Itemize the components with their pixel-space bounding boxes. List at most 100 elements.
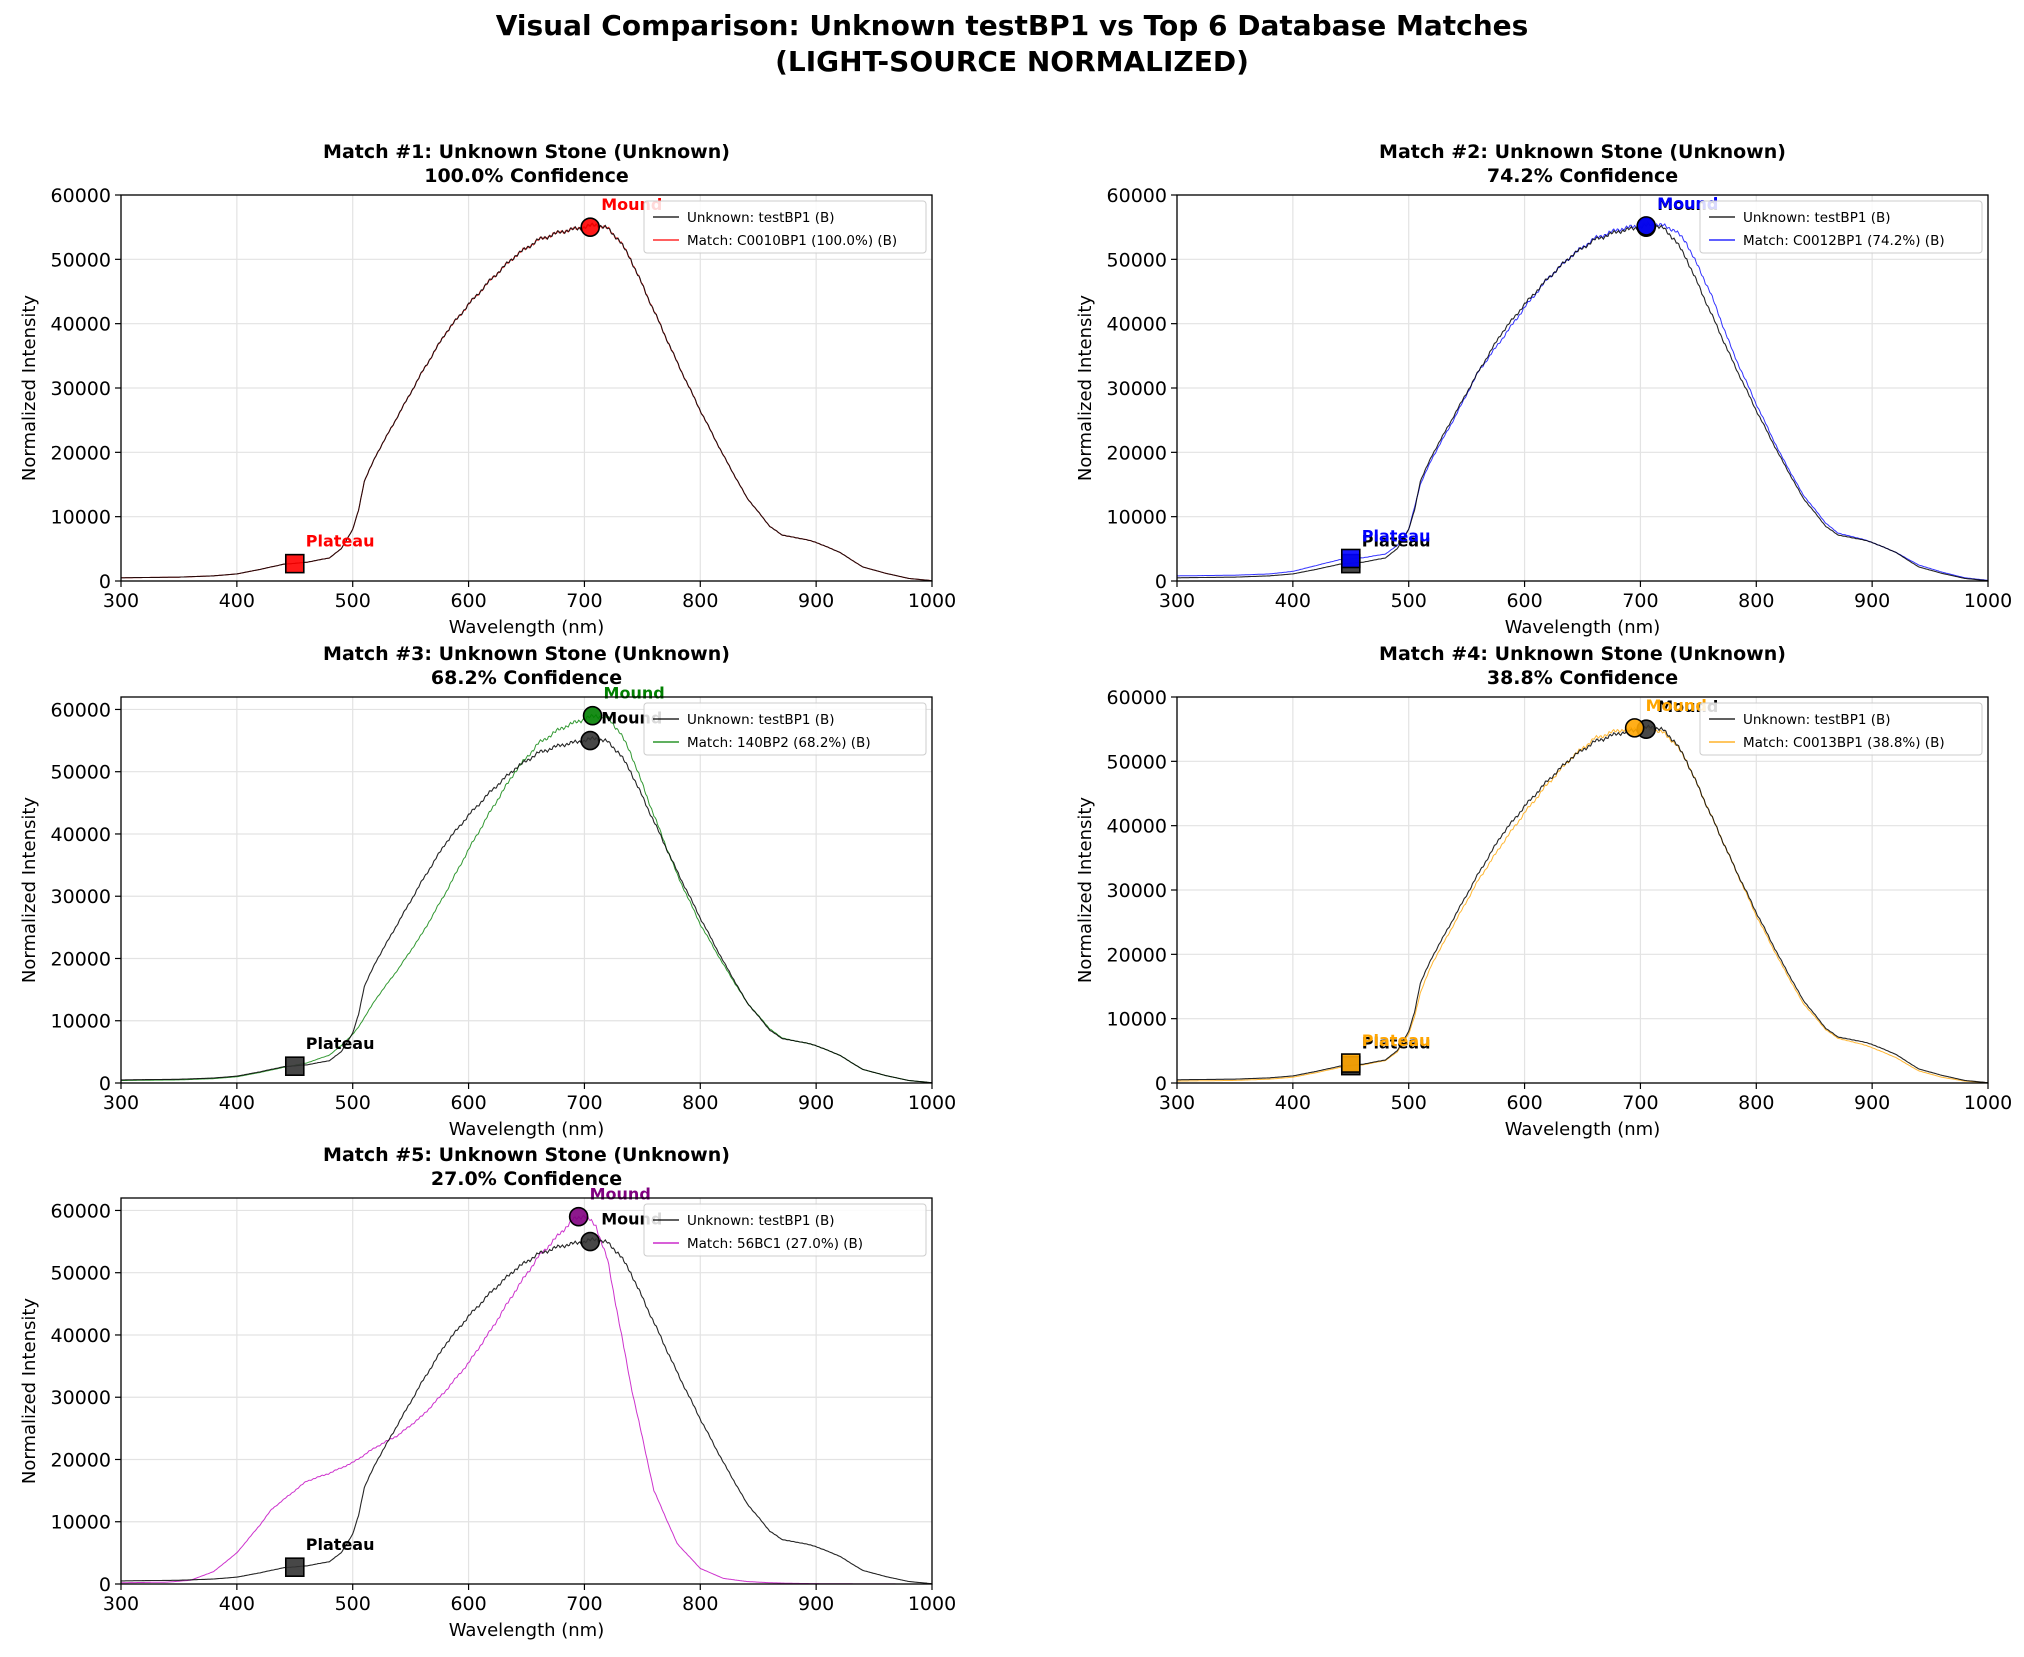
y-tick-label: 60000 xyxy=(1107,185,1167,207)
figure-title-line2: (LIGHT-SOURCE NORMALIZED) xyxy=(775,45,1249,78)
y-tick-label: 0 xyxy=(1155,1073,1167,1095)
series-line-unknown xyxy=(1177,222,1989,582)
x-tick-label: 1000 xyxy=(908,1593,956,1615)
legend-entry: Unknown: testBP1 (B) xyxy=(1743,210,1891,226)
y-tick-label: 40000 xyxy=(51,1325,111,1347)
x-tick-label: 1000 xyxy=(1964,590,2012,612)
x-tick-label: 300 xyxy=(1159,590,1195,612)
subplot-subtitle: 27.0% Confidence xyxy=(431,1168,622,1190)
x-tick-label: 800 xyxy=(682,590,718,612)
x-tick-label: 600 xyxy=(1506,590,1542,612)
x-tick-label: 600 xyxy=(450,1593,486,1615)
y-tick-label: 30000 xyxy=(51,886,111,908)
x-tick-label: 500 xyxy=(1391,590,1427,612)
legend-entry: Unknown: testBP1 (B) xyxy=(1743,712,1891,728)
series-line-match xyxy=(1177,725,1989,1084)
subplot-title: Match #4: Unknown Stone (Unknown) xyxy=(1379,643,1786,665)
marker-label: Mound xyxy=(1646,696,1707,715)
y-tick-label: 10000 xyxy=(51,1011,111,1033)
x-tick-label: 500 xyxy=(335,1593,371,1615)
series-line-unknown xyxy=(1177,724,1989,1084)
subplot-subtitle: 74.2% Confidence xyxy=(1487,165,1678,187)
y-tick-label: 50000 xyxy=(51,762,111,784)
x-tick-label: 700 xyxy=(566,1092,602,1114)
y-tick-label: 60000 xyxy=(51,185,111,207)
axes-frame xyxy=(120,1197,933,1585)
x-tick-label: 500 xyxy=(335,590,371,612)
y-tick-label: 60000 xyxy=(51,1200,111,1222)
series-line-unknown xyxy=(121,735,933,1084)
marker-label: Plateau xyxy=(1362,1031,1431,1050)
legend-entry: Unknown: testBP1 (B) xyxy=(687,712,835,728)
y-tick-label: 40000 xyxy=(51,824,111,846)
legend-box xyxy=(643,200,927,254)
y-tick-label: 30000 xyxy=(1107,880,1167,902)
y-axis-label: Normalized Intensity xyxy=(1075,797,1096,983)
legend-entry: Unknown: testBP1 (B) xyxy=(687,1213,835,1229)
mound-marker xyxy=(582,705,603,726)
x-tick-label: 1000 xyxy=(1964,1092,2012,1114)
x-tick-label: 900 xyxy=(1854,1092,1890,1114)
mound-marker xyxy=(1636,216,1657,236)
plateau-marker xyxy=(284,1056,305,1076)
y-tick-label: 50000 xyxy=(51,1263,111,1285)
y-tick-label: 0 xyxy=(99,571,111,593)
y-axis-label: Normalized Intensity xyxy=(19,1298,40,1484)
legend-box xyxy=(643,702,927,756)
y-tick-label: 60000 xyxy=(51,699,111,721)
x-tick-label: 300 xyxy=(103,1092,139,1114)
x-tick-label: 400 xyxy=(219,1593,255,1615)
x-tick-label: 500 xyxy=(335,1092,371,1114)
subplot-title: Match #1: Unknown Stone (Unknown) xyxy=(323,141,730,163)
y-tick-label: 50000 xyxy=(1107,751,1167,773)
plateau-marker xyxy=(1340,1053,1361,1073)
y-tick-label: 20000 xyxy=(51,948,111,970)
x-axis-label: Wavelength (nm) xyxy=(1505,1119,1661,1140)
y-tick-label: 40000 xyxy=(51,314,111,336)
figure-title-line1: Visual Comparison: Unknown testBP1 vs To… xyxy=(495,9,1529,42)
series-line-unknown xyxy=(121,222,933,582)
y-tick-label: 20000 xyxy=(51,1449,111,1471)
x-tick-label: 1000 xyxy=(908,590,956,612)
legend-entry: Match: 140BP2 (68.2%) (B) xyxy=(687,735,871,751)
y-tick-label: 40000 xyxy=(1107,816,1167,838)
legend-entry: Match: C0012BP1 (74.2%) (B) xyxy=(1743,233,1945,249)
marker-label: Plateau xyxy=(306,1535,375,1554)
y-tick-label: 10000 xyxy=(51,507,111,529)
subplot-subtitle: 68.2% Confidence xyxy=(431,667,622,689)
x-tick-label: 400 xyxy=(1275,590,1311,612)
y-tick-label: 0 xyxy=(1155,571,1167,593)
mound-marker xyxy=(568,1206,589,1227)
series-line-match xyxy=(1176,221,1989,581)
x-tick-label: 800 xyxy=(682,1593,718,1615)
marker-label: Plateau xyxy=(1362,526,1431,545)
x-tick-label: 400 xyxy=(1275,1092,1311,1114)
x-tick-label: 700 xyxy=(1622,590,1658,612)
legend-box xyxy=(643,1203,927,1257)
plateau-marker xyxy=(284,1557,305,1577)
x-tick-label: 800 xyxy=(1738,590,1774,612)
legend-box xyxy=(1699,702,1983,756)
legend-entry: Match: 56BC1 (27.0%) (B) xyxy=(687,1236,863,1252)
marker-label: Plateau xyxy=(306,532,375,551)
y-tick-label: 0 xyxy=(99,1574,111,1596)
x-tick-label: 800 xyxy=(1738,1092,1774,1114)
mound-marker xyxy=(1624,718,1645,738)
x-axis-label: Wavelength (nm) xyxy=(1505,617,1661,638)
marker-label: Plateau xyxy=(1362,532,1431,551)
mound-marker xyxy=(580,1231,601,1252)
y-tick-label: 20000 xyxy=(1107,944,1167,966)
marker-label: Mound xyxy=(590,1185,651,1204)
x-tick-label: 900 xyxy=(798,1092,834,1114)
x-tick-label: 300 xyxy=(103,590,139,612)
x-tick-label: 800 xyxy=(682,1092,718,1114)
marker-label: Plateau xyxy=(1362,1034,1431,1053)
y-tick-label: 50000 xyxy=(1107,249,1167,271)
x-tick-label: 900 xyxy=(798,590,834,612)
y-tick-label: 50000 xyxy=(51,249,111,271)
